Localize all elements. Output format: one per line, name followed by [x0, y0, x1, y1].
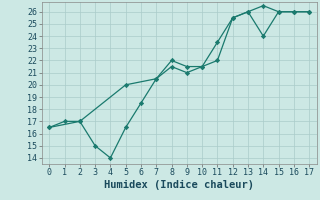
X-axis label: Humidex (Indice chaleur): Humidex (Indice chaleur)	[104, 180, 254, 190]
